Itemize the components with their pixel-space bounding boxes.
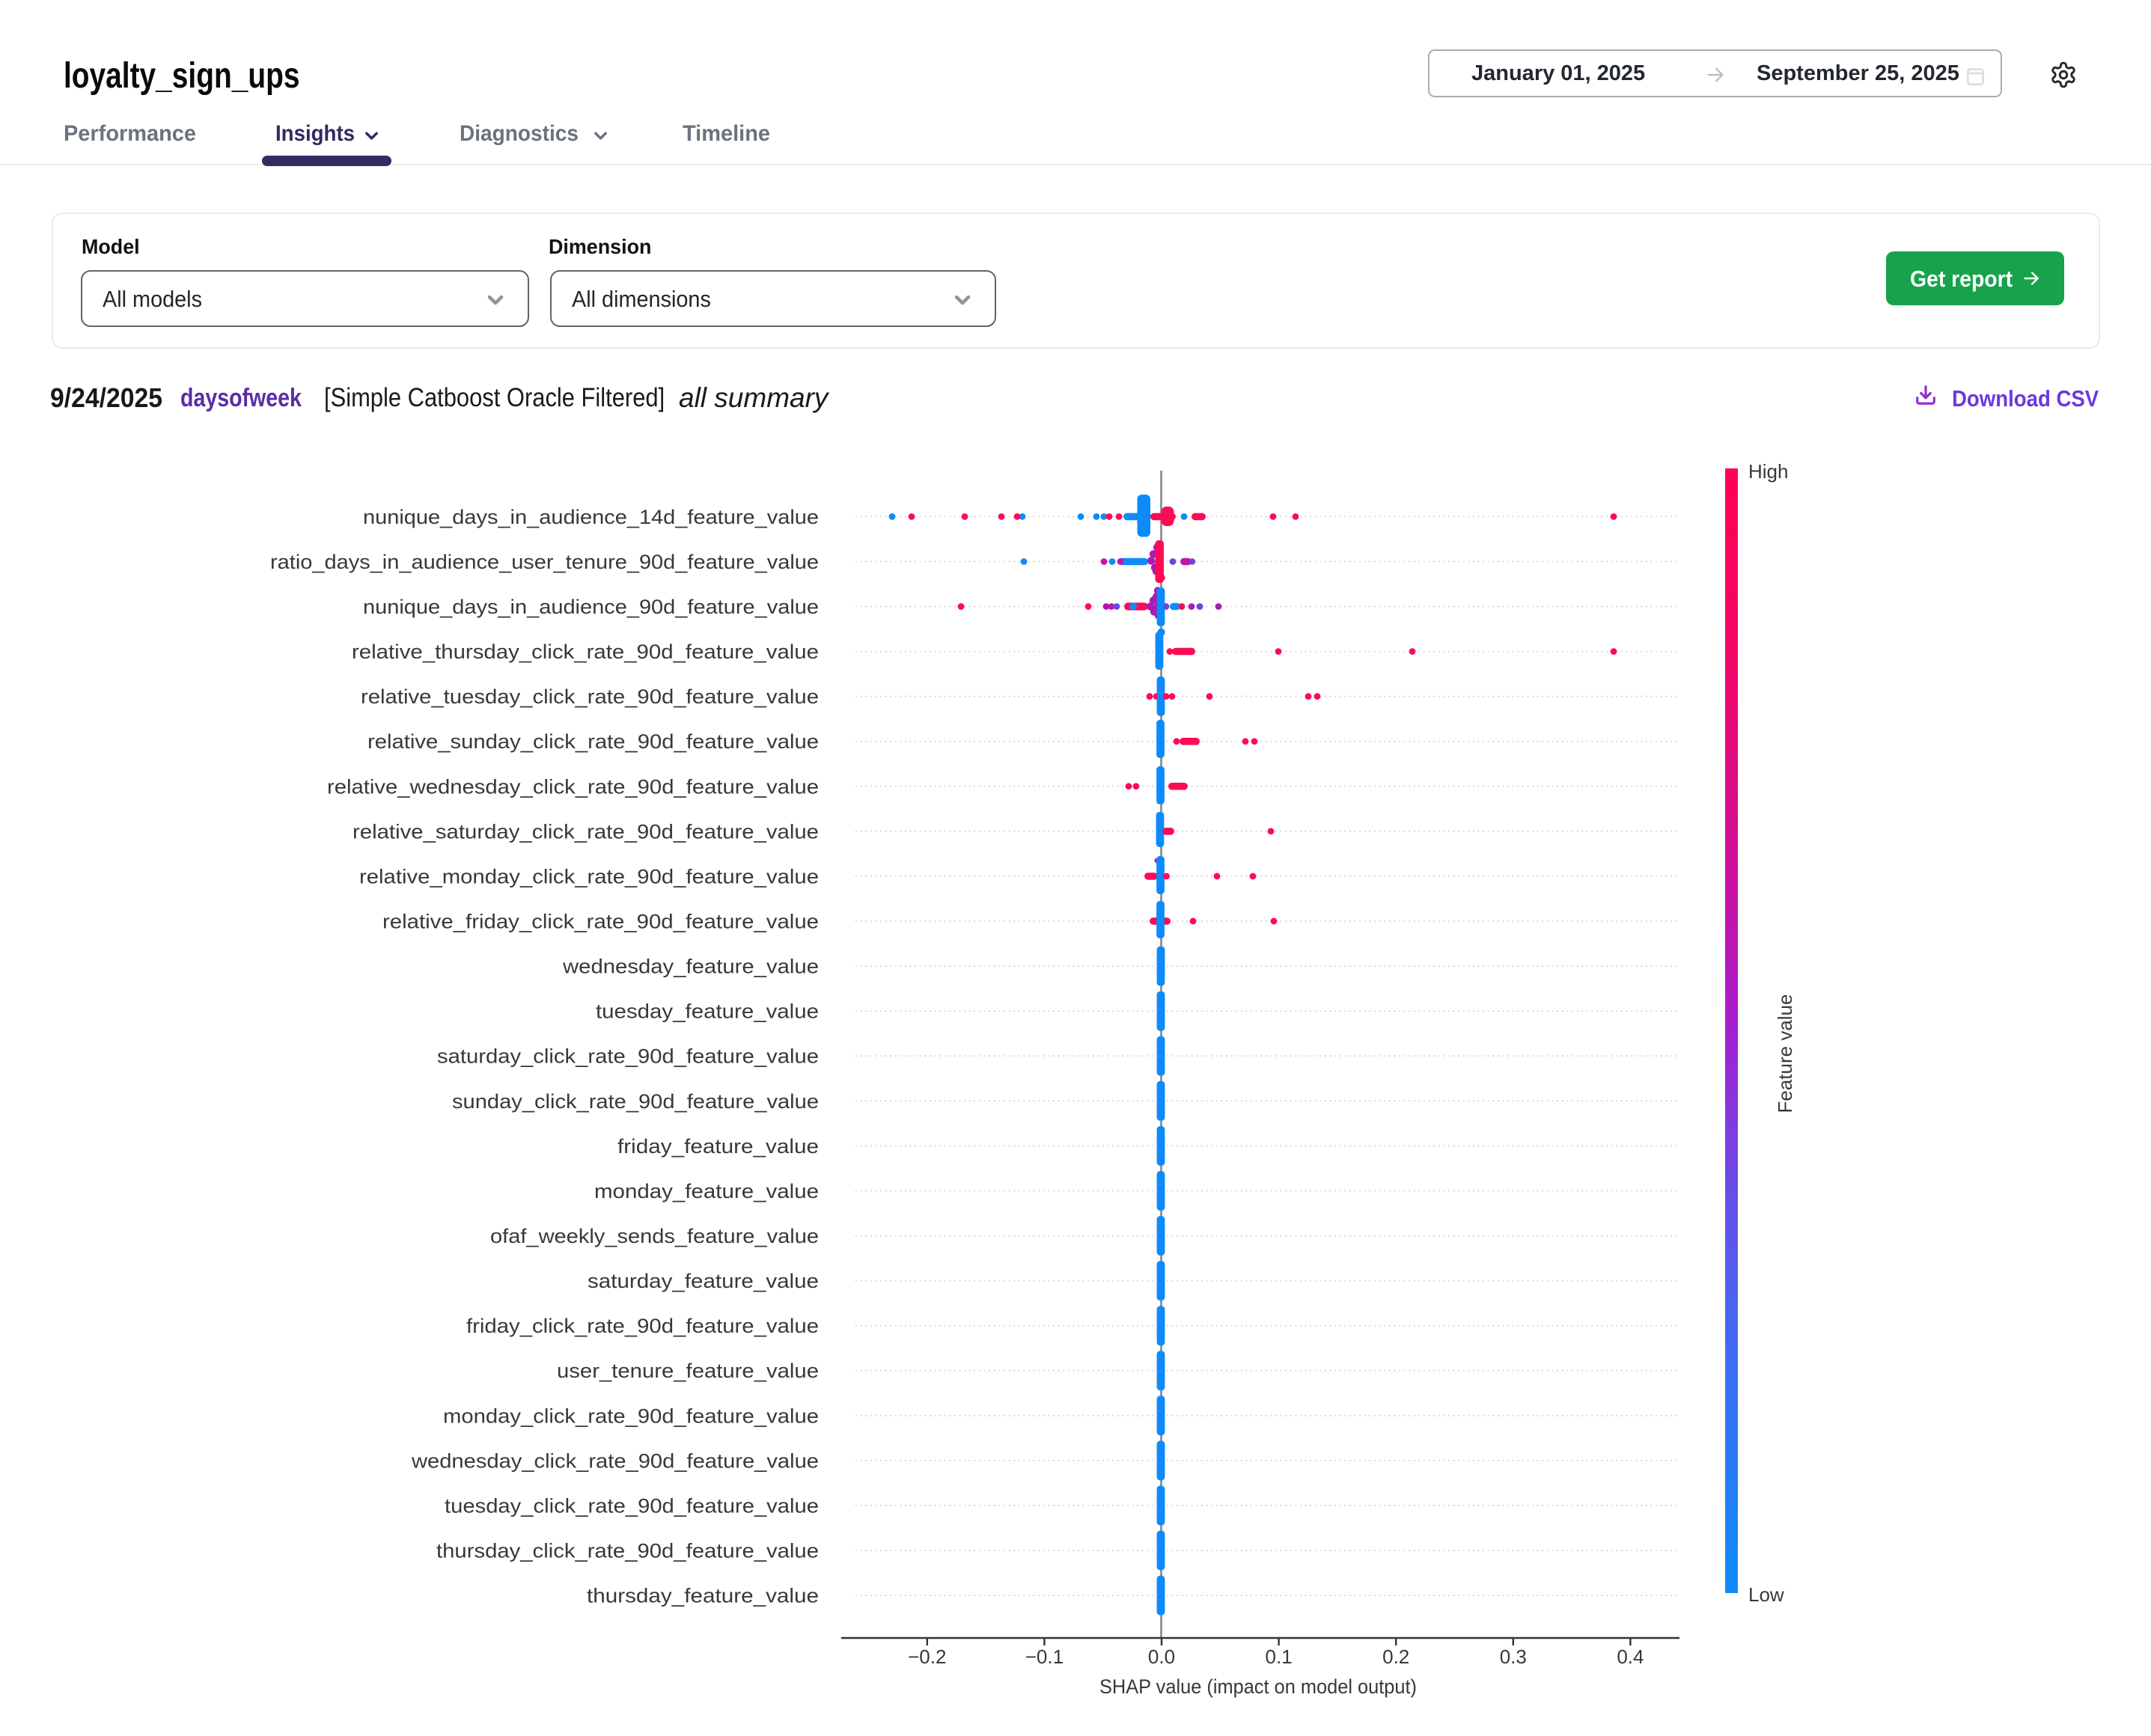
svg-text:SHAP value (impact on model ou: SHAP value (impact on model output): [1099, 1675, 1417, 1698]
svg-text:thursday_feature_value: thursday_feature_value: [587, 1585, 819, 1607]
svg-text:−0.1: −0.1: [1025, 1645, 1064, 1668]
svg-text:nunique_days_in_audience_90d_f: nunique_days_in_audience_90d_feature_val…: [363, 596, 819, 618]
svg-text:relative_friday_click_rate_90d: relative_friday_click_rate_90d_feature_v…: [382, 911, 819, 933]
svg-text:Feature value: Feature value: [1774, 994, 1796, 1113]
svg-text:relative_saturday_click_rate_9: relative_saturday_click_rate_90d_feature…: [353, 820, 819, 843]
svg-text:user_tenure_feature_value: user_tenure_feature_value: [557, 1360, 819, 1382]
svg-text:monday_click_rate_90d_feature_: monday_click_rate_90d_feature_value: [443, 1405, 819, 1427]
svg-text:0.1: 0.1: [1266, 1645, 1293, 1668]
svg-text:0.4: 0.4: [1617, 1645, 1644, 1668]
svg-text:nunique_days_in_audience_14d_f: nunique_days_in_audience_14d_feature_val…: [363, 506, 819, 528]
svg-text:ofaf_weekly_sends_feature_valu: ofaf_weekly_sends_feature_value: [490, 1225, 819, 1247]
svg-text:relative_wednesday_click_rate_: relative_wednesday_click_rate_90d_featur…: [327, 775, 819, 798]
svg-text:friday_click_rate_90d_feature_: friday_click_rate_90d_feature_value: [466, 1315, 819, 1337]
svg-text:0.2: 0.2: [1382, 1645, 1409, 1668]
svg-text:relative_sunday_click_rate_90d: relative_sunday_click_rate_90d_feature_v…: [367, 730, 819, 753]
svg-text:friday_feature_value: friday_feature_value: [617, 1135, 819, 1158]
svg-text:relative_tuesday_click_rate_90: relative_tuesday_click_rate_90d_feature_…: [361, 685, 819, 708]
svg-text:tuesday_feature_value: tuesday_feature_value: [596, 1000, 819, 1023]
svg-text:−0.2: −0.2: [908, 1645, 946, 1668]
svg-text:0.0: 0.0: [1148, 1645, 1175, 1668]
svg-text:tuesday_click_rate_90d_feature: tuesday_click_rate_90d_feature_value: [445, 1494, 819, 1517]
svg-text:sunday_click_rate_90d_feature_: sunday_click_rate_90d_feature_value: [452, 1090, 819, 1113]
svg-text:Low: Low: [1748, 1583, 1784, 1606]
svg-text:monday_feature_value: monday_feature_value: [594, 1180, 819, 1202]
svg-text:thursday_click_rate_90d_featur: thursday_click_rate_90d_feature_value: [436, 1540, 819, 1562]
svg-text:wednesday_click_rate_90d_featu: wednesday_click_rate_90d_feature_value: [411, 1449, 819, 1472]
svg-text:relative_monday_click_rate_90d: relative_monday_click_rate_90d_feature_v…: [359, 866, 819, 888]
svg-text:saturday_feature_value: saturday_feature_value: [588, 1270, 819, 1292]
svg-text:wednesday_feature_value: wednesday_feature_value: [562, 956, 819, 978]
svg-text:0.3: 0.3: [1500, 1645, 1527, 1668]
svg-text:saturday_click_rate_90d_featur: saturday_click_rate_90d_feature_value: [437, 1045, 819, 1068]
svg-text:relative_thursday_click_rate_9: relative_thursday_click_rate_90d_feature…: [352, 641, 819, 663]
svg-text:High: High: [1748, 460, 1788, 483]
svg-text:ratio_days_in_audience_user_te: ratio_days_in_audience_user_tenure_90d_f…: [270, 551, 819, 573]
